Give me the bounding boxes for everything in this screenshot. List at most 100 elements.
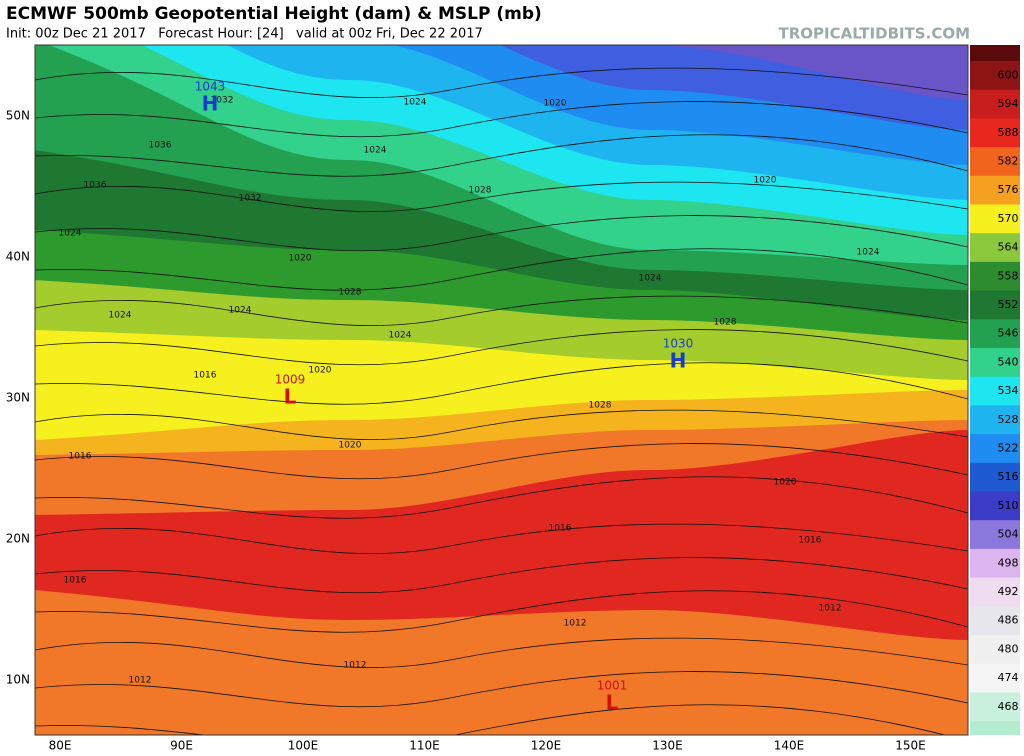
isobar (35, 671, 968, 708)
site: TROPICALTIDBITS.COM (779, 25, 971, 43)
colorbar-label: 510 (998, 499, 1019, 512)
contour-label: 1016 (549, 524, 572, 534)
colorbar-label: 468 (998, 700, 1019, 713)
colorbar-label: 492 (998, 585, 1019, 598)
colorbar-swatch (970, 147, 1020, 177)
lon-label: 80E (49, 739, 72, 753)
colorbar-swatch (970, 548, 1020, 579)
colorbar-label: 528 (998, 413, 1019, 426)
contour-label: 1028 (469, 186, 492, 196)
colorbar-swatch (970, 434, 1020, 464)
contour-label: 1024 (229, 306, 252, 316)
contour-label: 1036 (84, 181, 107, 191)
lon-label: 100E (288, 739, 319, 753)
colorbar-swatch (970, 290, 1020, 320)
colorbar-label: 552 (998, 298, 1019, 311)
map-frame (34, 44, 969, 736)
contour-label: 1024 (364, 146, 387, 156)
isobars (35, 67, 968, 735)
colorbar-label: 504 (998, 528, 1019, 541)
center-symbol: L (284, 385, 297, 409)
colorbar-swatch (970, 89, 1020, 119)
colorbar-label: 588 (998, 126, 1019, 139)
subtitle: Init: 00z Dec 21 2017 Forecast Hour: [24… (6, 27, 483, 42)
isobar (35, 215, 968, 252)
overlay: 1036 1024 1032 1024 1036 1028 1032 1024 1020 1024… (6, 45, 1020, 753)
isobar (35, 443, 968, 480)
isobar (35, 637, 968, 669)
colorbar-swatch (970, 118, 1020, 148)
colorbar-swatch (970, 319, 1020, 349)
colorbar-swatch (970, 462, 1020, 492)
contour-label: 1016 (69, 452, 92, 462)
colorbar-label: 600 (998, 68, 1019, 81)
contour-label: 1024 (857, 248, 880, 258)
colorbar-label: 498 (998, 556, 1019, 569)
lat-label: 10N (6, 673, 30, 687)
center-value: 1043 (195, 80, 226, 94)
lat-label: 30N (6, 391, 30, 405)
isobar (35, 704, 947, 735)
center-value: 1009 (275, 373, 306, 387)
contour-label: 1020 (544, 99, 567, 109)
isobar (35, 362, 968, 405)
colorbar-label: 570 (998, 212, 1019, 225)
contour-label: 1024 (404, 98, 427, 108)
center-value: 1030 (663, 337, 694, 351)
contour-label: 1012 (564, 619, 587, 629)
contour-label: 1024 (639, 274, 662, 284)
colorbar-label: 486 (998, 614, 1019, 627)
isobar (35, 329, 968, 366)
isobar (35, 181, 968, 213)
colorbar-cap (970, 45, 1020, 61)
center-symbol: H (670, 349, 687, 373)
colorbar-cap (970, 721, 1020, 735)
isobar (35, 557, 968, 594)
center-symbol: L (606, 691, 619, 715)
colorbar-label: 480 (998, 642, 1019, 655)
isobar (35, 590, 968, 633)
contour-label: 1028 (589, 401, 612, 411)
colorbar-swatch (970, 635, 1020, 665)
colorbar-swatch (970, 175, 1020, 205)
lat-label: 40N (6, 250, 30, 264)
height-bands (35, 45, 968, 735)
colorbar-swatch (970, 204, 1020, 234)
center-value: 1001 (597, 679, 628, 693)
contour-label: 1024 (389, 331, 412, 341)
lon-label: 90E (170, 739, 193, 753)
colorbar-label: 594 (998, 97, 1019, 110)
lon-label: 150E (895, 739, 926, 753)
isobar (35, 101, 968, 138)
isobar (35, 523, 968, 555)
isobar (35, 476, 968, 519)
contour-label: 1024 (59, 229, 82, 239)
contour-label: 1016 (194, 371, 217, 381)
contour-label: 1036 (149, 141, 172, 151)
title: ECMWF 500mb Geopotential Height (dam) & … (6, 4, 542, 24)
contour-label: 1020 (774, 478, 797, 488)
colorbar-label: 576 (998, 183, 1019, 196)
lon-label: 140E (774, 739, 805, 753)
isobar (35, 134, 968, 177)
colorbar-swatch (970, 606, 1020, 636)
colorbar-swatch (970, 491, 1020, 521)
colorbar-swatch (970, 376, 1020, 406)
contour-label: 1012 (344, 661, 367, 671)
colorbar-swatch (970, 520, 1020, 550)
colorbar-swatch (970, 348, 1020, 378)
colorbar-swatch (970, 663, 1020, 693)
colorbar-label: 582 (998, 154, 1019, 167)
colorbar-label: 546 (998, 327, 1019, 340)
contour-label: 1028 (339, 288, 362, 298)
isobar (35, 295, 968, 327)
colorbar-swatch (970, 233, 1020, 263)
contour-label: 1020 (754, 176, 777, 186)
contour-label: 1020 (309, 366, 332, 376)
colorbar-swatch (970, 61, 1020, 91)
lat-label: 50N (6, 109, 30, 123)
lon-label: 130E (652, 739, 683, 753)
colorbar-swatch (970, 261, 1020, 292)
